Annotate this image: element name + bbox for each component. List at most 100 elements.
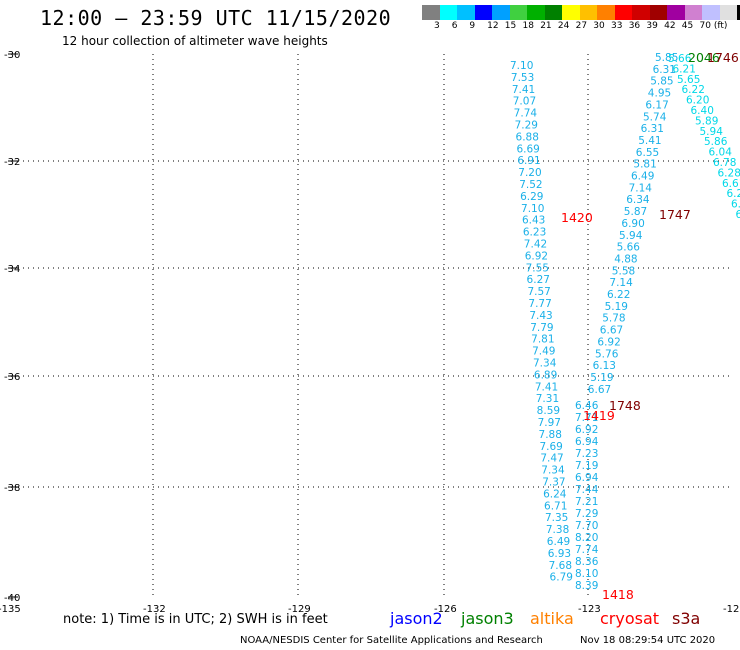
scale-label: 39 (646, 21, 658, 31)
pass-time-label: 2046 (688, 50, 720, 65)
wave-height-value: 6.04 (709, 147, 733, 159)
wave-height-value: 6.23 (523, 227, 546, 239)
wave-height-value: 5.89 (695, 115, 718, 127)
wave-height-value: 7.71 (575, 412, 598, 424)
wave-height-value: 5.41 (638, 135, 661, 147)
wave-height-value: 6.40 (691, 105, 714, 117)
wave-height-value: 6.27 (527, 274, 550, 286)
wave-height-value: 5.19 (590, 372, 613, 384)
wave-height-value: 8.36 (575, 556, 599, 568)
wave-height-value: 7.53 (511, 72, 534, 84)
wave-height-value: 6.94 (575, 436, 599, 448)
lat-label: -32 (4, 157, 20, 168)
wave-height-value: 6.31 (653, 64, 676, 76)
wave-height-value: 4.95 (648, 88, 671, 100)
wave-height-value: 6.46 (575, 400, 599, 412)
wave-height-value: 7.97 (538, 417, 561, 429)
wave-height-value: 7.34 (541, 465, 565, 477)
wave-height-value: 5.65 (677, 74, 700, 86)
wave-height-value: 7.07 (513, 96, 536, 108)
wave-height-value: 6.17 (645, 99, 668, 111)
wave-height-value: 6.22 (607, 289, 630, 301)
scale-swatch (667, 5, 685, 20)
scale-swatch (439, 5, 457, 20)
wave-height-value: 6.49 (631, 171, 654, 183)
wave-height-value: 7.35 (545, 512, 568, 524)
wave-height-value: 4.88 (614, 253, 637, 265)
wave-height-value: 7.19 (575, 460, 598, 472)
wave-height-value: 7.79 (530, 322, 553, 334)
pass-time-label: 1418 (602, 587, 634, 602)
wave-height-value: 7.41 (535, 381, 558, 393)
scale-swatch (474, 5, 492, 20)
wave-height-value: 5.74 (643, 111, 667, 123)
wave-height-value: 6.3 (731, 199, 740, 211)
color-scale (422, 5, 740, 20)
lat-label: -38 (4, 483, 20, 494)
wave-height-value: 6.31 (641, 123, 664, 135)
scale-label: 3 (434, 21, 440, 31)
wave-height-value: 5.86 (704, 136, 728, 148)
wave-height-value: 5.85 (655, 52, 678, 64)
wave-height-value: 6.29 (520, 191, 543, 203)
scale-swatch (492, 5, 510, 20)
footer-timestamp: Nov 18 08:29:54 UTC 2020 (580, 635, 716, 646)
wave-height-value: 6.49 (547, 536, 570, 548)
footer-credit: NOAA/NESDIS Center for Satellite Applica… (240, 635, 543, 646)
scale-swatch (702, 5, 720, 20)
wave-height-value: 8.20 (575, 532, 598, 544)
scale-swatch (457, 5, 475, 20)
wave-height-value: 8.10 (575, 568, 598, 580)
scale-swatch (544, 5, 562, 20)
page-title: 12:00 – 23:59 UTC 11/15/2020 (40, 6, 392, 30)
wave-height-value: 6.88 (516, 131, 539, 143)
wave-height-value: 5.66 (668, 53, 692, 65)
wave-height-value: 5.94 (619, 230, 643, 242)
scale-swatch (422, 5, 440, 20)
wave-height-value: 6.67 (600, 325, 623, 337)
satellite-altika: altika (530, 609, 574, 628)
wave-height-value: 6.71 (544, 500, 567, 512)
scale-swatch (614, 5, 632, 20)
scale-label: 9 (469, 21, 476, 31)
wave-height-value: 6.55 (636, 147, 659, 159)
wave-height-value: 8.59 (537, 405, 560, 417)
lon-label: -135 (0, 604, 21, 615)
lat-label: -34 (4, 264, 20, 275)
wave-height-value: 7.49 (532, 346, 555, 358)
scale-label: 12 (487, 21, 499, 31)
lat-label: -30 (4, 50, 20, 61)
wave-height-value: 7.20 (518, 167, 541, 179)
wave-height-value: 6.43 (522, 215, 545, 227)
scale-label: 18 (522, 21, 534, 31)
scale-swatch (527, 5, 545, 20)
scale-label: 36 (628, 21, 641, 31)
wave-height-value: 7.14 (629, 182, 653, 194)
pass-time-label: 1748 (609, 398, 641, 413)
wave-height-value: 7.41 (512, 84, 535, 96)
wave-height-value: 6.93 (548, 548, 571, 560)
wave-height-value: 7.69 (539, 441, 562, 453)
scale-swatch (684, 5, 702, 20)
wave-height-value: 7.74 (575, 544, 599, 556)
wave-height-value: 6.91 (517, 155, 540, 167)
lat-label: -36 (4, 372, 20, 383)
wave-height-value: 7.10 (521, 203, 544, 215)
lon-label: -129 (288, 604, 311, 615)
scale-swatch (597, 5, 615, 20)
wave-height-value: 5.19 (605, 301, 628, 313)
scale-label: 45 (681, 21, 694, 31)
wave-height-value: 5.58 (612, 265, 635, 277)
wave-height-value: 6.20 (686, 95, 709, 107)
wave-height-value: 7.52 (519, 179, 542, 191)
wave-height-value: 6.69 (516, 143, 539, 155)
satellite-cryosat: cryosat (600, 609, 660, 628)
scale-label: 33 (611, 21, 623, 31)
wave-height-value: 6.24 (543, 488, 567, 500)
wave-height-value: 7.21 (575, 496, 598, 508)
wave-height-value: 6.79 (550, 572, 573, 584)
lat-label: -40 (4, 593, 20, 604)
wave-height-value: 7.31 (536, 393, 559, 405)
wave-height-value: 7.38 (546, 524, 569, 536)
